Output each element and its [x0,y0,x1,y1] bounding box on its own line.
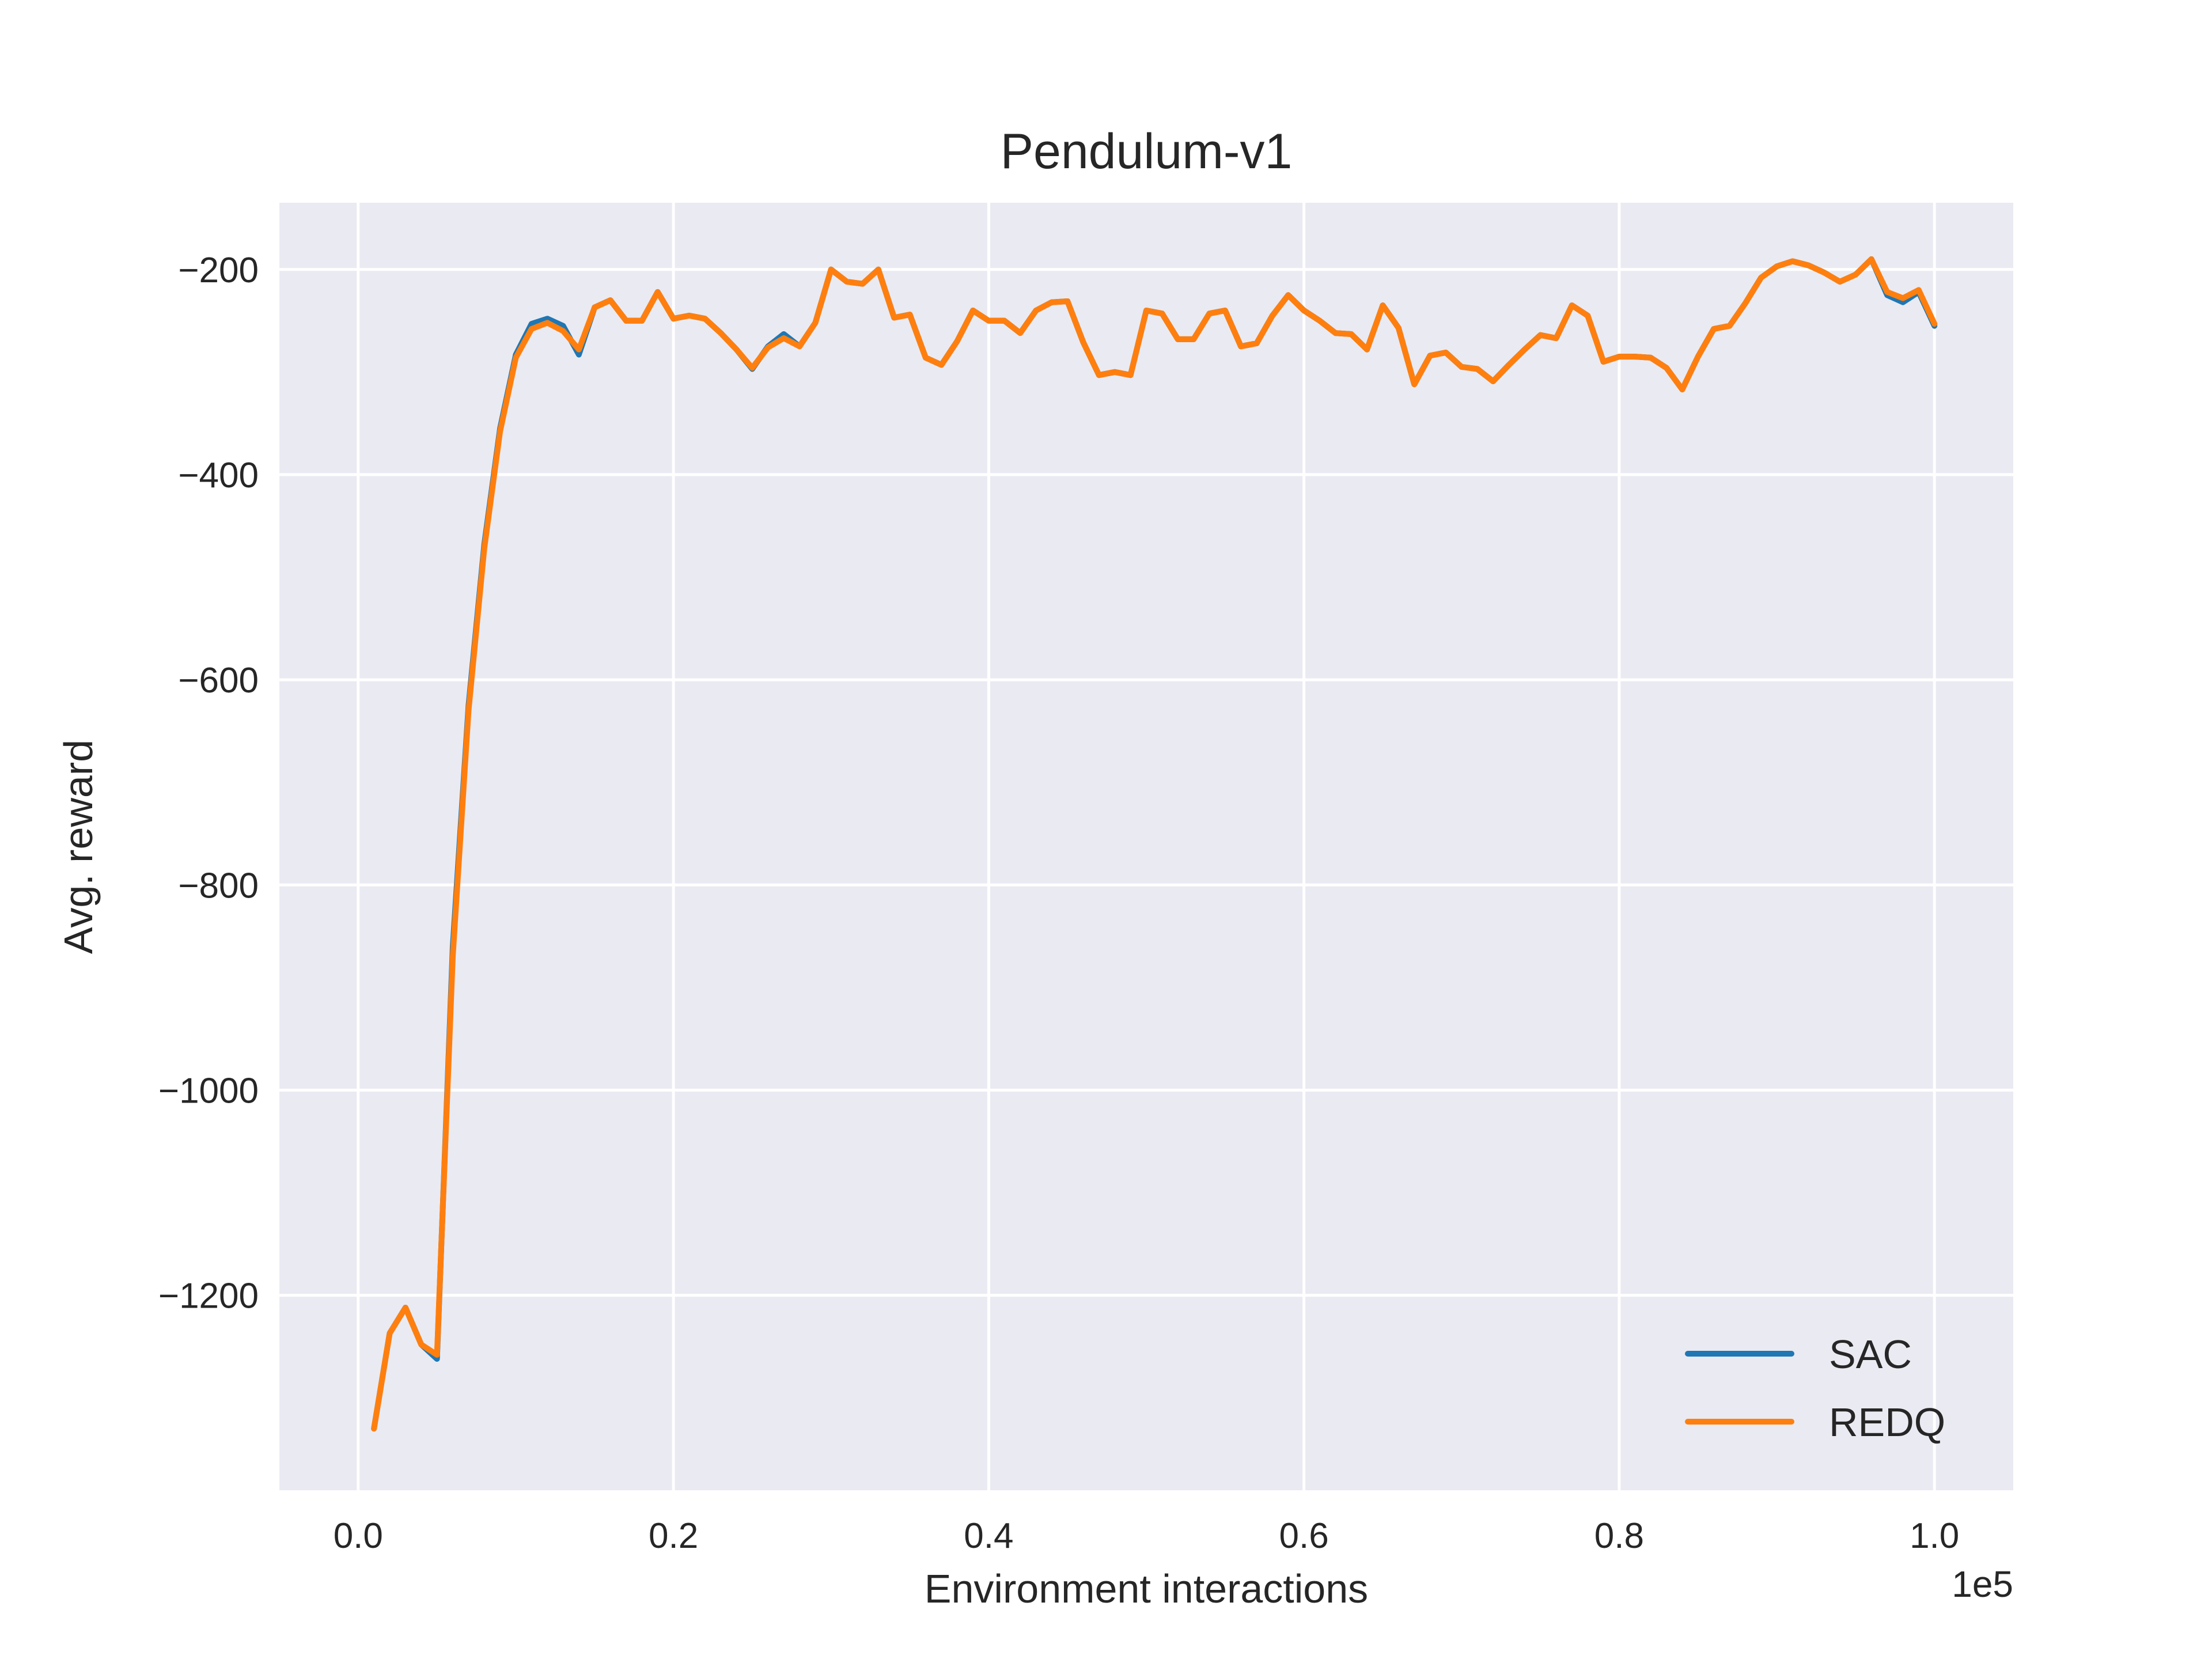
x-tick-label: 0.0 [334,1516,383,1556]
y-tick-label: −1200 [158,1277,259,1316]
x-offset-label: 1e5 [1952,1563,2013,1605]
series-lines [371,256,1938,1432]
x-tick-label: 0.6 [1279,1516,1329,1556]
y-axis-label: Avg. reward [56,740,101,954]
x-tick-label: 0.8 [1594,1516,1644,1556]
x-tick-labels: 0.0 0.2 0.4 0.6 0.8 1.0 [334,1516,1960,1556]
x-tick-label: 1.0 [1910,1516,1959,1556]
x-axis-label: Environment interactions [925,1566,1368,1611]
y-tick-label: −800 [178,866,259,906]
legend: SAC REDQ [1685,1332,1945,1445]
series-line-redq [371,256,1938,1432]
x-tick-label: 0.4 [964,1516,1013,1556]
x-tick-label: 0.2 [649,1516,698,1556]
legend-label-redq: REDQ [1829,1400,1945,1445]
y-tick-label: −200 [178,251,259,290]
y-tick-label: −600 [178,661,259,700]
y-tick-labels: −200 −400 −600 −800 −1000 −1200 [158,251,259,1316]
y-tick-label: −1000 [158,1071,259,1111]
grid [279,203,2013,1490]
chart-title: Pendulum-v1 [1001,124,1293,179]
legend-label-sac: SAC [1829,1332,1912,1377]
plot-area [279,203,2013,1490]
y-tick-label: −400 [178,456,259,495]
